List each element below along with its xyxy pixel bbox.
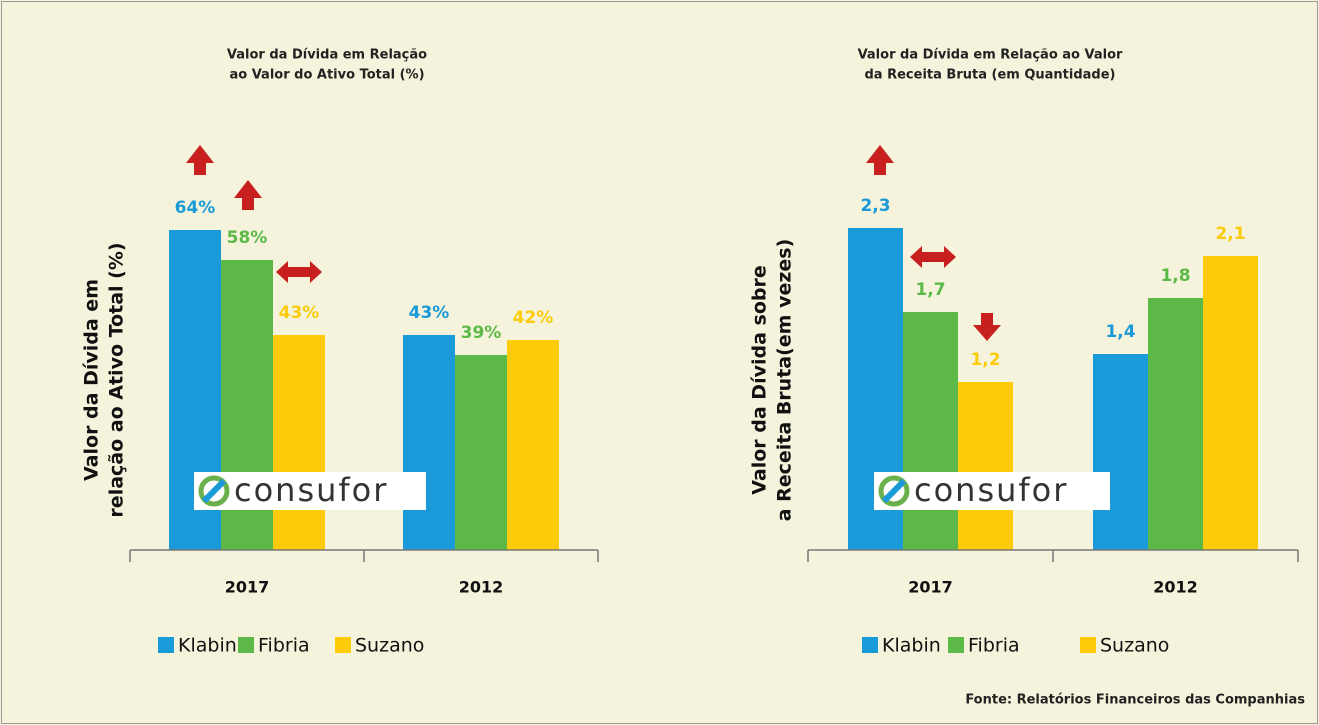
legend-swatch (158, 637, 174, 653)
y-axis-label: a Receita Bruta(em vezes) (774, 239, 796, 522)
bar (507, 340, 559, 550)
x-tick-label: 2017 (908, 578, 953, 597)
legend-label: Fibria (968, 635, 1020, 657)
chart-title: ao Valor do Ativo Total (%) (229, 68, 424, 83)
legend-label: Fibria (258, 635, 310, 657)
value-label: 1,2 (970, 350, 1000, 370)
legend-label: Klabin (882, 635, 941, 657)
arrow-both (276, 261, 322, 283)
value-label: 43% (279, 303, 320, 323)
x-tick-label: 2012 (459, 578, 504, 597)
value-label: 1,4 (1105, 322, 1135, 342)
chart-title: da Receita Bruta (em Quantidade) (865, 68, 1116, 83)
legend-swatch (1080, 637, 1096, 653)
y-axis-label: Valor da Dívida sobre (749, 265, 771, 495)
y-axis-label: Valor da Dívida em (81, 279, 103, 481)
chart-title: Valor da Dívida em Relação ao Valor (858, 48, 1123, 63)
value-label: 42% (513, 308, 554, 328)
legend-swatch (238, 637, 254, 653)
legend-swatch (948, 637, 964, 653)
watermark-box (874, 472, 1110, 510)
legend-label: Suzano (1100, 635, 1169, 657)
watermark-icon (198, 475, 230, 507)
legend-swatch (862, 637, 878, 653)
value-label: 2,1 (1215, 224, 1245, 244)
arrow-down (973, 313, 1001, 341)
bar (1148, 298, 1203, 550)
legend-swatch (335, 637, 351, 653)
legend-label: Suzano (355, 635, 424, 657)
bar (958, 382, 1013, 550)
x-tick-label: 2012 (1153, 578, 1198, 597)
bar (273, 335, 325, 550)
bar (403, 335, 455, 550)
watermark-box (194, 472, 426, 510)
x-tick-label: 2017 (225, 578, 270, 597)
value-label: 39% (461, 323, 502, 343)
watermark: consufor (914, 471, 1068, 509)
watermark: consufor (234, 471, 388, 509)
legend-label: Klabin (178, 635, 237, 657)
bar (903, 312, 958, 550)
trend-arrows (186, 145, 1001, 341)
watermark-icon (201, 478, 227, 504)
bar (455, 355, 507, 550)
value-label: 64% (175, 198, 216, 218)
watermark-icon (878, 475, 910, 507)
value-label: 1,8 (1160, 266, 1190, 286)
arrow-up (234, 180, 262, 210)
y-axis-label: relação ao Ativo Total (%) (106, 242, 128, 517)
value-label: 2,3 (860, 196, 890, 216)
source: Fonte: Relatórios Financeiros das Compan… (965, 693, 1305, 708)
watermark-icon (881, 478, 907, 504)
arrow-both (910, 246, 956, 268)
chart-title: Valor da Dívida em Relação (227, 48, 427, 63)
bar (1203, 256, 1258, 550)
value-label: 43% (409, 303, 450, 323)
value-label: 1,7 (915, 280, 945, 300)
value-label: 58% (227, 228, 268, 248)
arrow-up (186, 145, 214, 175)
bar (1093, 354, 1148, 550)
arrow-up (866, 145, 894, 175)
